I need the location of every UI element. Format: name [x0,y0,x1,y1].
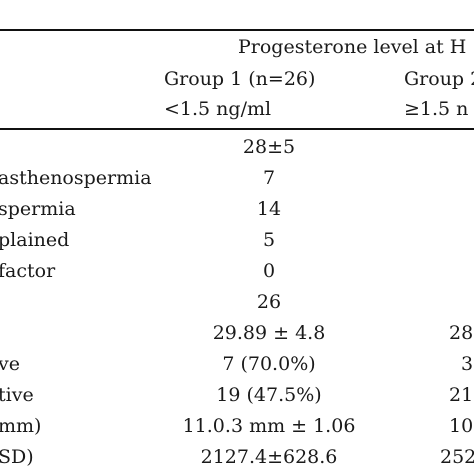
row-label: mm) [0,415,42,437]
row-label: spermia [0,198,76,220]
group1-cell: 2127.4±628.6 [200,446,338,468]
group2-cell: 28 [449,322,474,344]
group1-cell: 0 [262,260,276,282]
group2-cell: 10 [449,415,474,437]
group2-cell: 21 [449,384,474,406]
group1-cell: 7 (70.0%) [222,353,316,375]
group2-header: Group 2 [404,68,474,90]
group-header-title: Progesterone level at H [238,36,467,58]
row-label: factor [0,260,56,282]
row-label: asthenospermia [0,167,152,189]
group1-range: <1.5 ng/ml [164,98,272,120]
group1-cell: 19 (47.5%) [216,384,322,406]
group1-cell: 7 [262,167,276,189]
row-label: ve [0,353,20,375]
group2-cell: 3 [461,353,474,375]
group2-cell: 252 [440,446,474,468]
group1-cell: 28±5 [242,136,296,158]
group1-cell: 11.0.3 mm ± 1.06 [182,415,356,437]
group1-cell: 5 [262,229,276,251]
row-label: tive [0,384,34,406]
group1-cell: 14 [256,198,282,220]
group1-cell: 29.89 ± 4.8 [212,322,326,344]
table-top-rule [0,29,474,31]
group1-cell: 26 [256,291,282,313]
row-label: plained [0,229,70,251]
group1-header: Group 1 (n=26) [164,68,316,90]
group2-range: ≥1.5 n [404,98,469,120]
table-header-rule [0,128,474,130]
row-label: SD) [0,446,34,468]
